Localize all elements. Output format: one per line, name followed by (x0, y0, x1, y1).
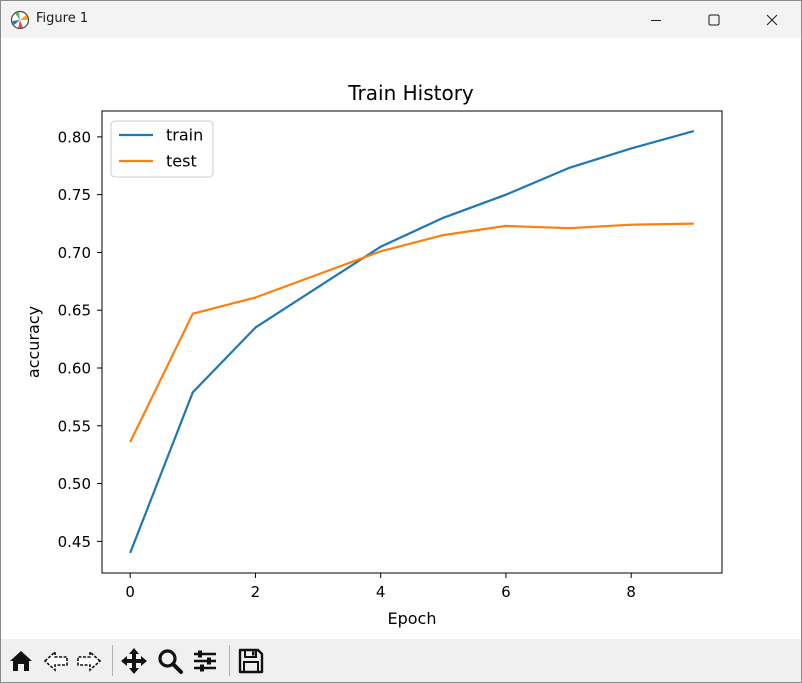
x-tick-label: 8 (626, 583, 636, 601)
maximize-button[interactable] (685, 1, 743, 38)
floppy-disk-icon (238, 648, 264, 674)
zoom-button[interactable] (155, 646, 185, 676)
y-tick-label: 0.50 (58, 475, 91, 493)
y-tick-label: 0.55 (58, 417, 91, 435)
magnifier-icon (158, 649, 183, 674)
matplotlib-logo-icon (10, 10, 30, 30)
close-button[interactable] (743, 1, 801, 38)
y-tick-label: 0.75 (58, 186, 91, 204)
y-tick-label: 0.80 (58, 128, 91, 146)
maximize-icon (708, 14, 720, 25)
toolbar-separator (229, 645, 230, 676)
forward-button[interactable] (74, 646, 104, 676)
legend-label-train: train (166, 126, 203, 145)
toolbar-separator (112, 645, 113, 676)
back-button[interactable] (41, 646, 71, 676)
configure-subplots-button[interactable] (190, 646, 220, 676)
x-tick-label: 4 (376, 583, 386, 601)
save-button[interactable] (236, 646, 266, 676)
chart-title: Train History (347, 81, 474, 105)
navigation-toolbar (1, 639, 801, 682)
y-tick-label: 0.45 (58, 533, 91, 551)
close-icon (766, 14, 778, 25)
plot-frame (101, 110, 723, 574)
window-title: Figure 1 (36, 11, 89, 26)
minimize-button[interactable] (627, 1, 685, 38)
x-tick-label: 0 (125, 583, 135, 601)
arrow-left-icon (43, 650, 68, 672)
move-icon (121, 648, 147, 674)
figure-canvas[interactable]: Train History 0 2 4 6 8 0.45 0.50 0.55 0.60 0.65… (1, 38, 801, 638)
y-tick-label: 0.60 (58, 360, 91, 378)
title-bar[interactable]: Figure 1 (1, 1, 801, 38)
home-button[interactable] (6, 646, 36, 676)
minimize-icon (651, 19, 661, 21)
pan-button[interactable] (119, 646, 149, 676)
series-line-train (129, 130, 695, 554)
line-chart: Train History 0 2 4 6 8 0.45 0.50 0.55 0.60 0.65… (1, 38, 801, 638)
legend-label-test: test (166, 152, 197, 171)
legend: train test (110, 120, 214, 178)
x-axis-label: Epoch (388, 609, 437, 628)
y-tick-label: 0.65 (58, 302, 91, 320)
x-tick-label: 2 (251, 583, 261, 601)
arrow-right-icon (77, 650, 102, 672)
x-tick-label: 6 (501, 583, 511, 601)
sliders-icon (194, 650, 216, 672)
home-icon (10, 651, 32, 671)
series-line-test (129, 222, 694, 443)
y-axis-label: accuracy (24, 306, 43, 378)
y-tick-label: 0.70 (58, 244, 91, 262)
